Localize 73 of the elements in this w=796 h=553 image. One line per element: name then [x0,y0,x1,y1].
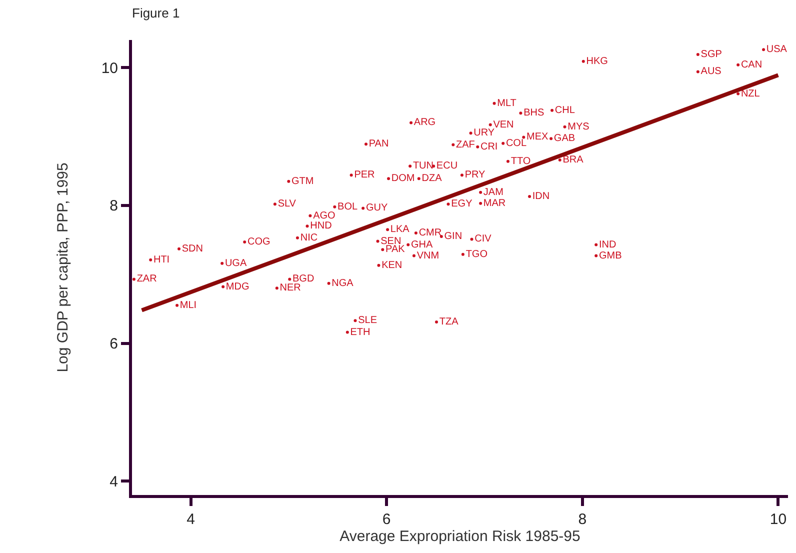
chart-title: Figure 1 [132,5,180,20]
data-label: COG [247,236,270,248]
data-label: MLI [180,300,197,311]
data-label: NGA [332,278,354,289]
data-label: GAB [554,133,576,144]
data-label: LKA [390,224,410,236]
data-label: ETH [350,326,370,338]
data-label: ECU [436,160,458,172]
data-label: PAK [386,244,406,256]
data-label: VEN [493,119,514,130]
data-label: IDN [532,190,550,202]
data-label: EGY [451,198,473,210]
data-label: TZA [439,316,459,328]
data-label: GMB [598,250,622,262]
data-label: MDG [226,281,250,292]
data-label: NZL [740,88,760,100]
data-label: CHL [554,104,576,116]
data-label: ZAR [136,274,157,285]
y-axis-title: Log GDP per capita, PPP, 1995 [54,162,72,372]
data-label: HTI [153,254,170,266]
data-label: TUN [412,160,434,172]
y-tick-label: 6 [110,336,118,353]
data-label: UGA [224,258,247,269]
data-label: AUS [700,66,722,78]
data-label: SDN [182,243,203,254]
data-label: TGO [466,248,488,260]
x-tick-label: 10 [770,511,787,528]
data-label: JAM [483,186,504,198]
data-label: BOL [338,201,358,212]
x-tick-label: 4 [186,511,195,528]
data-label: GHA [410,239,433,250]
data-label: NIC [300,232,318,244]
data-label: DZA [422,173,442,184]
data-label: HKG [586,56,608,67]
data-label: SLE [358,315,378,326]
data-label: SLV [278,198,296,210]
y-tick-label: 4 [110,473,118,490]
data-label: MEX [526,132,549,143]
data-label: MLT [497,98,516,109]
data-label: ZAF [456,139,475,150]
data-label: PRY [464,170,486,181]
data-label: CRI [480,141,498,152]
data-label: MAR [483,198,506,209]
data-label: ARG [414,117,436,128]
data-label: GUY [366,202,388,214]
x-tick-label: 6 [382,511,391,528]
y-tick-label: 8 [110,198,118,215]
data-label: COL [506,138,527,149]
data-label: VNM [416,250,440,262]
data-label: SGP [700,48,722,60]
data-label: TTO [510,156,531,167]
data-label: CMR [418,228,442,239]
data-label: BRA [562,154,584,166]
data-label: CIV [474,234,492,245]
data-label: PER [354,170,375,181]
data-label: MYS [568,121,590,132]
data-label: BHS [524,108,544,119]
data-label: KEN [382,260,402,271]
x-tick-label: 8 [578,511,587,528]
data-label: CAN [740,59,762,70]
x-axis-title: Average Expropriation Risk 1985-95 [340,528,580,545]
data-label: URY [474,128,495,139]
data-label: IND [598,239,616,250]
y-tick-label: 10 [101,60,118,77]
data-label: USA [766,44,788,56]
data-label: AGO [313,210,336,222]
data-label: DOM [391,173,415,184]
data-label: NER [280,282,301,294]
data-label: GIN [444,230,462,242]
data-label: BGD [292,274,314,285]
data-label: GTM [292,176,314,187]
data-label: PAN [368,138,389,150]
data-label: HND [310,220,332,232]
